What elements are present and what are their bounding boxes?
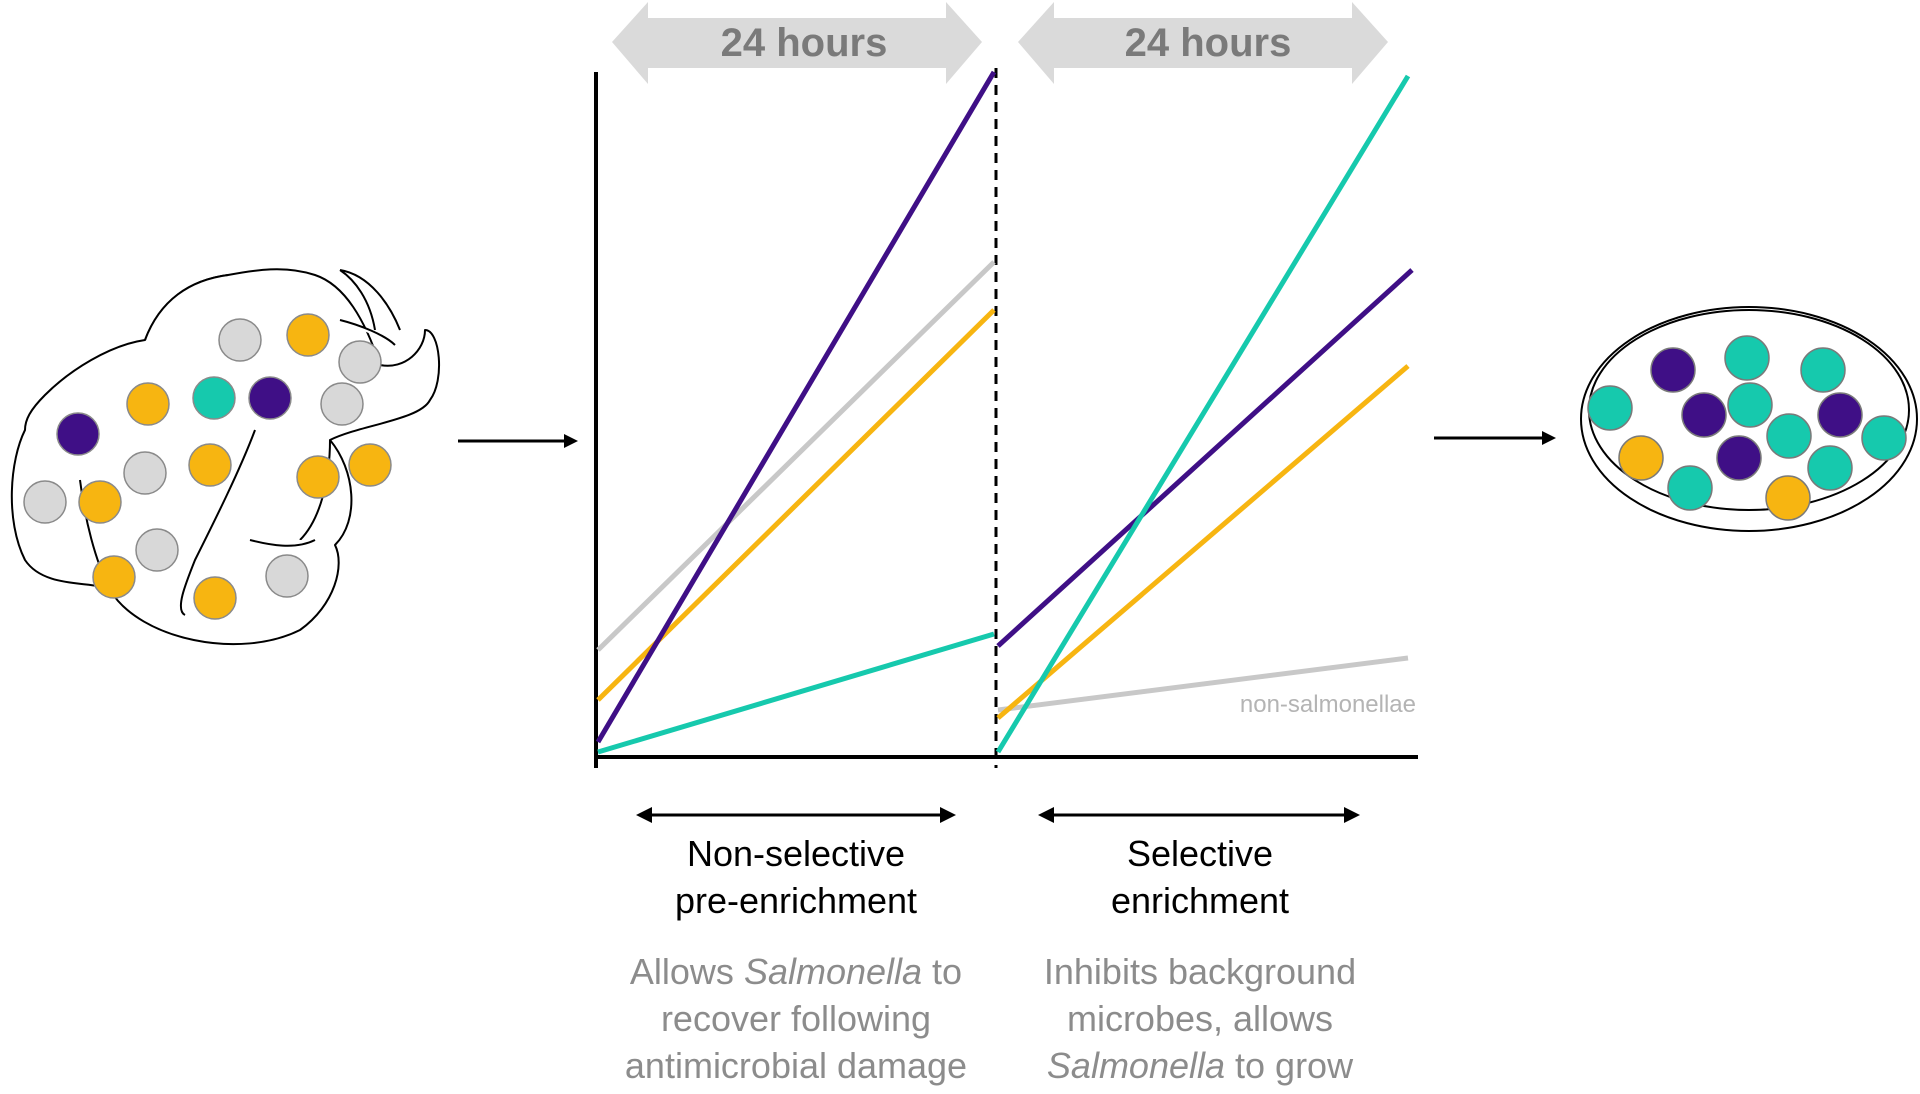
growth-lines-phase2	[995, 74, 1414, 754]
chart-to-plate-arrow	[1434, 431, 1556, 445]
carcass-microbes	[23, 313, 392, 620]
sample-to-chart-arrow	[458, 434, 578, 448]
phase1-span-arrow	[636, 807, 956, 823]
non-salmonellae-line-phase2	[997, 655, 1409, 713]
selective-desc-line3: Salmonella to grow	[1046, 1045, 1354, 1086]
time-label-phase2: 24 hours	[1125, 21, 1292, 65]
pre-enrichment-desc-line1: Allows Salmonella to	[629, 951, 963, 992]
pre-enrichment-title-line1: Non-selective	[686, 833, 906, 874]
time-arrow-phase2: 24 hours	[1018, 2, 1388, 84]
pre-enrichment-title-line2: pre-enrichment	[674, 880, 918, 921]
time-label-phase1: 24 hours	[721, 21, 888, 65]
pre-enrichment-desc-line2: recover following	[660, 998, 932, 1039]
time-arrow-phase1: 24 hours	[612, 2, 982, 84]
selective-desc-line2: microbes, allows	[1066, 998, 1334, 1039]
teal-line-phase1	[597, 631, 995, 755]
purple-line-phase2	[996, 268, 1414, 648]
teal-line-phase2	[995, 74, 1411, 754]
non-salmonellae-label: non-salmonellae	[1240, 691, 1416, 718]
growth-lines-phase1	[595, 70, 997, 755]
plate-colonies	[1587, 335, 1907, 521]
non-salmonellae-line-phase1	[596, 260, 996, 652]
yellow-line-phase2	[996, 364, 1410, 720]
petri-dish-icon	[1580, 306, 1918, 532]
chart-axes	[594, 68, 1418, 768]
selective-enrichment-title-line2: enrichment	[1110, 880, 1290, 921]
selective-enrichment-description: Inhibits background microbes, allows Sal…	[990, 948, 1410, 1089]
selective-enrichment-title: Selective enrichment	[1000, 830, 1400, 924]
pre-enrichment-description: Allows Salmonella to recover following a…	[586, 948, 1006, 1089]
purple-line-phase1	[595, 70, 997, 744]
phase2-span-arrow	[1038, 807, 1360, 823]
selective-desc-line1: Inhibits background	[1043, 951, 1357, 992]
pre-enrichment-desc-line3: antimicrobial damage	[624, 1045, 968, 1086]
pre-enrichment-title: Non-selective pre-enrichment	[596, 830, 996, 924]
selective-enrichment-title-line1: Selective	[1126, 833, 1274, 874]
